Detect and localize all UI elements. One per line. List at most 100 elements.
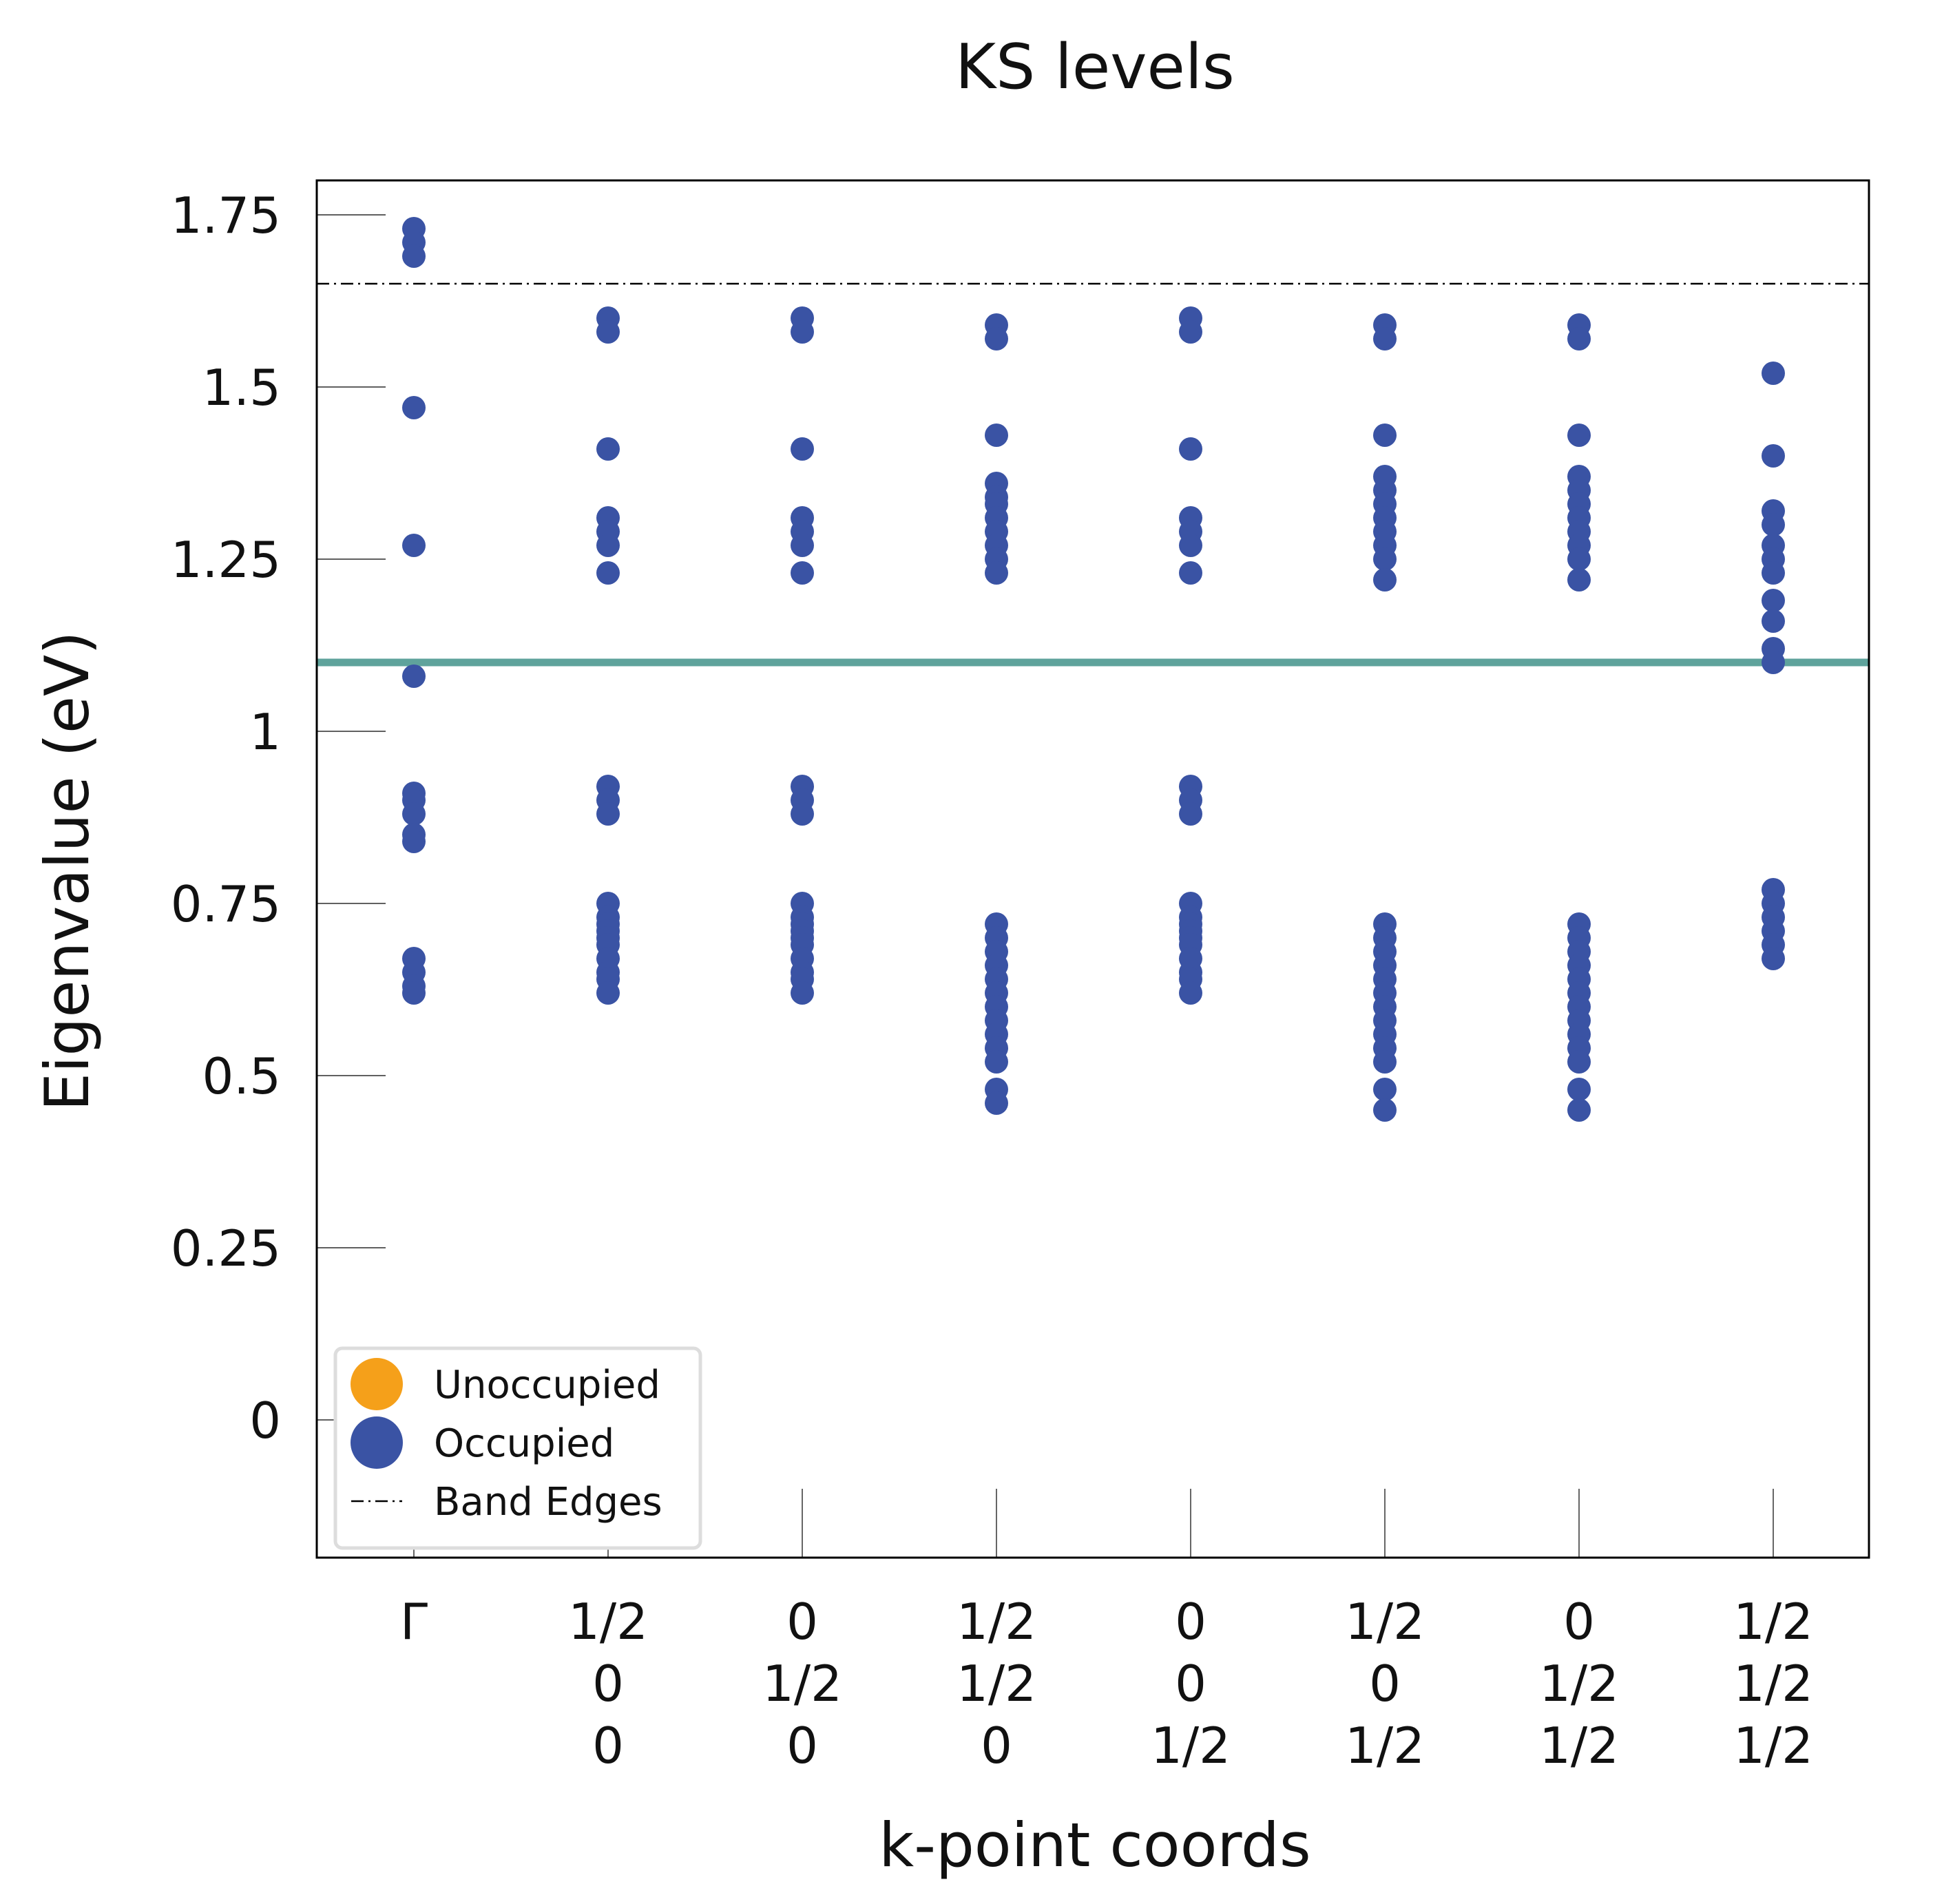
occupied-level-point — [402, 534, 426, 557]
occupied-level-point — [985, 423, 1008, 447]
x-tick-label: Γ — [400, 1593, 428, 1651]
occupied-level-point — [1373, 1098, 1397, 1122]
occupied-level-point — [1179, 981, 1202, 1005]
legend-label: Band Edges — [434, 1480, 662, 1525]
occupied-level-point — [791, 320, 814, 344]
occupied-level-point — [402, 802, 426, 826]
occupied-level-point — [791, 534, 814, 557]
x-tick-label-line: 1/2 — [1733, 1593, 1813, 1651]
x-tick-label-line: 1/2 — [1345, 1593, 1425, 1651]
y-tick-label: 1.5 — [202, 359, 281, 417]
occupied-level-point — [1762, 513, 1785, 536]
x-tick-label-line: 0 — [592, 1655, 624, 1713]
occupied-level-point — [402, 830, 426, 853]
occupied-level-point — [596, 534, 620, 557]
x-tick-label-line: 0 — [1369, 1655, 1401, 1713]
occupied-level-point — [1762, 947, 1785, 970]
occupied-level-point — [596, 561, 620, 585]
x-tick-label-line: 0 — [1175, 1655, 1206, 1713]
occupied-level-point — [985, 327, 1008, 351]
y-tick-label: 0.75 — [171, 875, 281, 933]
x-tick-label-line: 1/2 — [1733, 1717, 1813, 1775]
x-tick-label-line: 0 — [786, 1593, 818, 1651]
occupied-level-point — [791, 561, 814, 585]
x-tick-label-line: 1/2 — [1733, 1655, 1813, 1713]
x-tick-label-line: 1/2 — [762, 1655, 842, 1713]
y-tick-label: 0.5 — [202, 1047, 281, 1105]
y-tick-label: 1.75 — [171, 187, 281, 244]
x-tick-label-line: 1/2 — [1151, 1717, 1231, 1775]
x-tick-label-line: 1/2 — [1345, 1717, 1425, 1775]
x-tick-label-line: Γ — [400, 1593, 428, 1651]
legend-label: Unoccupied — [434, 1363, 660, 1408]
x-tick-label: 1/2 1/2 1/2 — [1733, 1593, 1813, 1775]
occupied-level-point — [1373, 327, 1397, 351]
y-tick-label: 1 — [249, 703, 281, 761]
occupied-level-point — [1567, 547, 1591, 571]
occupied-level-point — [402, 981, 426, 1005]
occupied-level-point — [1567, 423, 1591, 447]
occupied-level-point — [985, 1091, 1008, 1115]
chart-title: KS levels — [955, 31, 1235, 103]
x-tick-label-line: 1/2 — [568, 1593, 648, 1651]
occupied-level-point — [1762, 589, 1785, 612]
occupied-level-point — [1762, 444, 1785, 468]
x-tick-label-line: 0 — [981, 1717, 1012, 1775]
y-tick-label: 1.25 — [171, 531, 281, 589]
legend-box — [333, 1346, 702, 1550]
occupied-level-point — [402, 665, 426, 688]
occupied-level-point — [596, 320, 620, 344]
x-axis-title: k-point coords — [879, 1810, 1311, 1881]
occupied-level-point — [791, 437, 814, 461]
legend-unoccupied-marker — [351, 1358, 403, 1410]
occupied-level-point — [791, 981, 814, 1005]
x-tick-label: 1/2 0 1/2 — [1345, 1593, 1425, 1775]
y-tick-label: 0 — [249, 1392, 281, 1450]
occupied-level-point — [596, 981, 620, 1005]
occupied-level-point — [1762, 561, 1785, 585]
occupied-level-point — [1373, 568, 1397, 592]
occupied-level-point — [1762, 651, 1785, 674]
occupied-level-point — [1567, 568, 1591, 592]
x-tick-label-line: 0 — [786, 1717, 818, 1775]
legend-occupied-marker — [351, 1416, 403, 1469]
occupied-level-point — [1179, 320, 1202, 344]
x-tick-label-line: 0 — [1563, 1593, 1595, 1651]
y-axis-title: Eigenvalue (eV) — [32, 631, 103, 1111]
x-tick-label-line: 1/2 — [957, 1593, 1036, 1651]
occupied-level-point — [1762, 609, 1785, 633]
legend: Unoccupied Occupied Band Edges — [333, 1346, 702, 1550]
occupied-level-point — [1179, 534, 1202, 557]
legend-label: Occupied — [434, 1421, 614, 1466]
occupied-level-point — [1373, 1050, 1397, 1074]
y-tick-label: 0.25 — [171, 1220, 281, 1277]
occupied-level-point — [1567, 1098, 1591, 1122]
x-tick-label: 1/2 0 0 — [568, 1593, 648, 1775]
occupied-level-point — [1373, 423, 1397, 447]
occupied-level-point — [985, 561, 1008, 585]
occupied-level-point — [1567, 1078, 1591, 1101]
occupied-level-point — [985, 1050, 1008, 1074]
occupied-level-point — [791, 802, 814, 826]
x-tick-label-line: 1/2 — [957, 1655, 1036, 1713]
occupied-level-point — [402, 396, 426, 419]
occupied-level-point — [1762, 362, 1785, 385]
x-tick-label: 0 1/2 0 — [762, 1593, 842, 1775]
occupied-level-point — [1373, 1078, 1397, 1101]
x-tick-label: 1/2 1/2 0 — [957, 1593, 1036, 1775]
occupied-level-point — [596, 802, 620, 826]
x-tick-label: 0 0 1/2 — [1151, 1593, 1231, 1775]
plot-frame — [315, 179, 1870, 1559]
occupied-level-point — [1567, 1050, 1591, 1074]
x-tick-label-line: 1/2 — [1539, 1655, 1619, 1713]
occupied-level-point — [1179, 802, 1202, 826]
x-tick-label-line: 0 — [592, 1717, 624, 1775]
x-tick-label-line: 1/2 — [1539, 1717, 1619, 1775]
x-tick-label-line: 0 — [1175, 1593, 1206, 1651]
occupied-level-point — [1179, 437, 1202, 461]
occupied-level-point — [1567, 327, 1591, 351]
occupied-level-point — [596, 437, 620, 461]
x-tick-label: 0 1/2 1/2 — [1539, 1593, 1619, 1775]
